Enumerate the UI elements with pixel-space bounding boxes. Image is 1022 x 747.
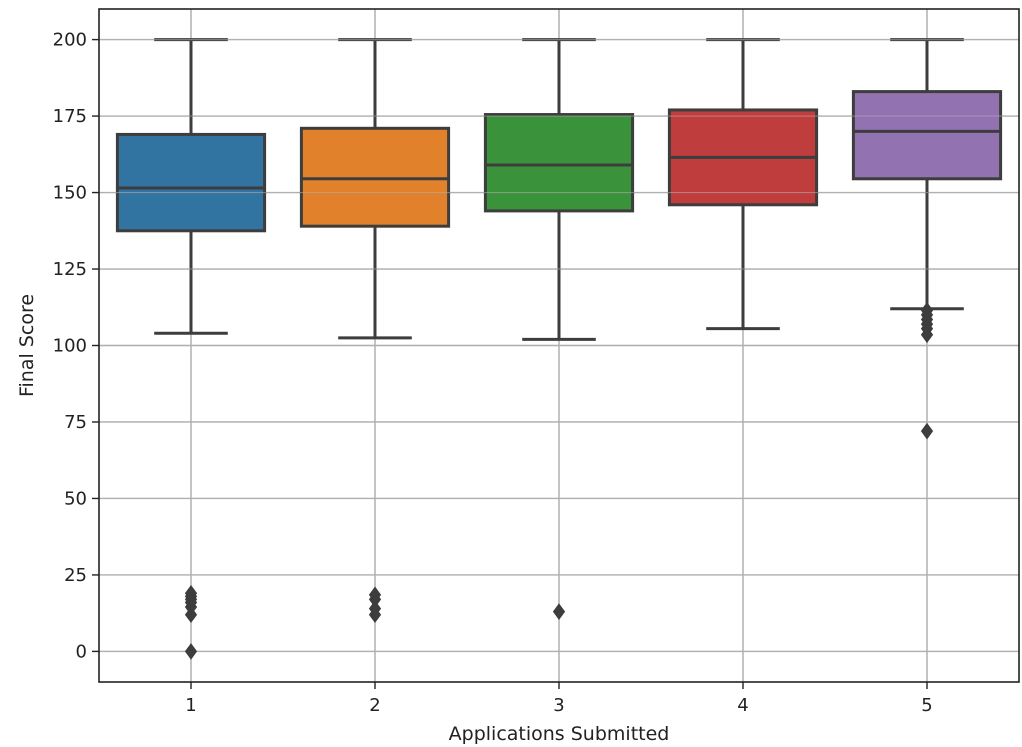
box-group-4 [667,38,819,331]
y-tick-label: 150 [53,183,87,204]
iqr-box [851,90,1003,181]
x-tick-label: 1 [185,695,196,716]
ticks: 0 25 50 75 100 125 150 175 200 1 2 3 4 5 [53,30,933,716]
outlier-point [920,301,934,319]
iqr-box [483,113,635,213]
grid-overlay [99,38,1019,653]
y-axis-label: Final Score [16,294,38,397]
x-tick-label: 2 [369,695,380,716]
y-tick-label: 100 [53,336,87,357]
x-tick-label: 5 [921,695,932,716]
box-group-3 [483,38,635,341]
outlier-point [552,603,566,620]
outlier-point [368,586,382,604]
iqr-box [299,126,451,228]
boxes [115,38,1003,341]
outliers [184,301,934,660]
y-tick-label: 25 [64,565,87,586]
outlier-point [184,584,198,602]
outlier-point [368,600,382,617]
iqr-box [115,132,267,233]
y-tick-label: 175 [53,106,87,127]
y-tick-label: 200 [53,30,87,51]
box-group-2 [299,38,451,340]
x-tick-label: 4 [737,695,748,716]
y-tick-label: 0 [76,641,87,662]
outlier-point [184,643,198,660]
y-tick-label: 50 [64,488,87,509]
box-group-1 [115,38,267,335]
outlier-point [920,422,934,440]
y-tick-label: 125 [53,259,87,280]
y-tick-label: 75 [64,412,87,433]
x-axis-label: Applications Submitted [449,723,670,745]
x-tick-label: 3 [553,695,564,716]
